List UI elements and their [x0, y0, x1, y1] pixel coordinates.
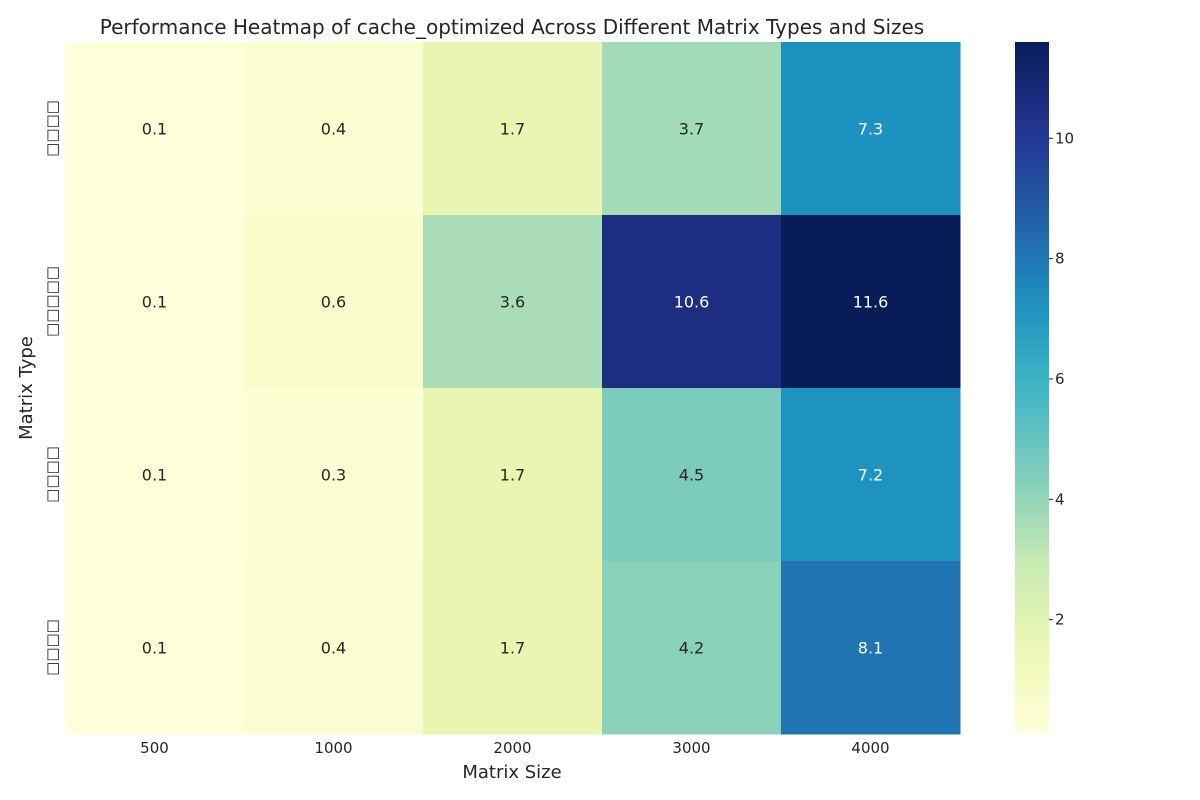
heatmap-cell	[602, 42, 782, 216]
cell-value-label: 1.7	[500, 120, 525, 139]
heatmap-cell	[423, 561, 603, 735]
colorbar	[1015, 42, 1049, 734]
x-tick-label: 4000	[851, 739, 889, 757]
cell-value-label: 4.2	[679, 639, 704, 658]
cell-value-label: 0.1	[142, 293, 167, 312]
heatmap-cell	[65, 215, 245, 389]
heatmap-cell	[602, 561, 782, 735]
y-tick-label: □□□□	[43, 446, 61, 503]
chart-title: Performance Heatmap of cache_optimized A…	[100, 15, 924, 39]
heatmap-cell-labels: 0.1 0.4 1.7 3.7 7.3 0.1 0.6 3.6 10.6 11.6 0.1 0.3 1.…	[142, 120, 889, 658]
heatmap-cell	[65, 388, 245, 562]
heatmap-cell	[423, 215, 603, 389]
heatmap-cell	[244, 42, 424, 216]
heatmap-cell	[244, 388, 424, 562]
cell-value-label: 0.6	[321, 293, 346, 312]
x-tick-label: 2000	[493, 739, 531, 757]
heatmap-cell	[781, 388, 961, 562]
cell-value-label: 7.3	[858, 120, 883, 139]
colorbar-tick-label: 10	[1055, 129, 1074, 147]
cell-value-label: 8.1	[858, 639, 883, 658]
cell-value-label: 1.7	[500, 639, 525, 658]
cell-value-label: 3.6	[500, 293, 525, 312]
heatmap-cell	[423, 388, 603, 562]
y-tick-label: □□□□	[43, 100, 61, 157]
x-axis-label: Matrix Size	[462, 762, 561, 783]
heatmap-cells	[65, 42, 961, 735]
y-tick-label: □□□□□	[43, 266, 61, 337]
cell-value-label: 0.4	[321, 120, 346, 139]
cell-value-label: 0.4	[321, 639, 346, 658]
cell-value-label: 0.1	[142, 466, 167, 485]
cell-value-label: 1.7	[500, 466, 525, 485]
heatmap-cell	[602, 215, 782, 389]
cell-value-label: 10.6	[674, 293, 710, 312]
cell-value-label: 7.2	[858, 466, 883, 485]
colorbar-tick-label: 6	[1055, 370, 1065, 388]
heatmap-cell	[244, 215, 424, 389]
colorbar-tick-label: 2	[1055, 611, 1065, 629]
colorbar-tick-label: 8	[1055, 250, 1065, 268]
y-axis-label: Matrix Type	[16, 336, 37, 440]
x-tick-label: 500	[140, 739, 169, 757]
colorbar-ticks: 2 4 6 8 10	[1049, 129, 1074, 629]
y-tick-labels: □□□□□□□□□□□□□□□□□	[43, 100, 61, 676]
cell-value-label: 0.1	[142, 120, 167, 139]
heatmap-cell	[781, 42, 961, 216]
x-tick-labels: 500 1000 2000 3000 4000	[140, 739, 889, 757]
cell-value-label: 11.6	[853, 293, 889, 312]
x-tick-label: 3000	[672, 739, 710, 757]
colorbar-tick-label: 4	[1055, 490, 1065, 508]
cell-value-label: 0.1	[142, 639, 167, 658]
heatmap-cell	[781, 215, 961, 389]
heatmap-cell	[65, 561, 245, 735]
cell-value-label: 0.3	[321, 466, 346, 485]
heatmap-cell	[244, 561, 424, 735]
y-tick-label: □□□□	[43, 619, 61, 676]
heatmap-cell	[65, 42, 245, 216]
cell-value-label: 4.5	[679, 466, 704, 485]
heatmap-cell	[781, 561, 961, 735]
heatmap-cell	[602, 388, 782, 562]
cell-value-label: 3.7	[679, 120, 704, 139]
heatmap-cell	[423, 42, 603, 216]
x-tick-label: 1000	[314, 739, 352, 757]
